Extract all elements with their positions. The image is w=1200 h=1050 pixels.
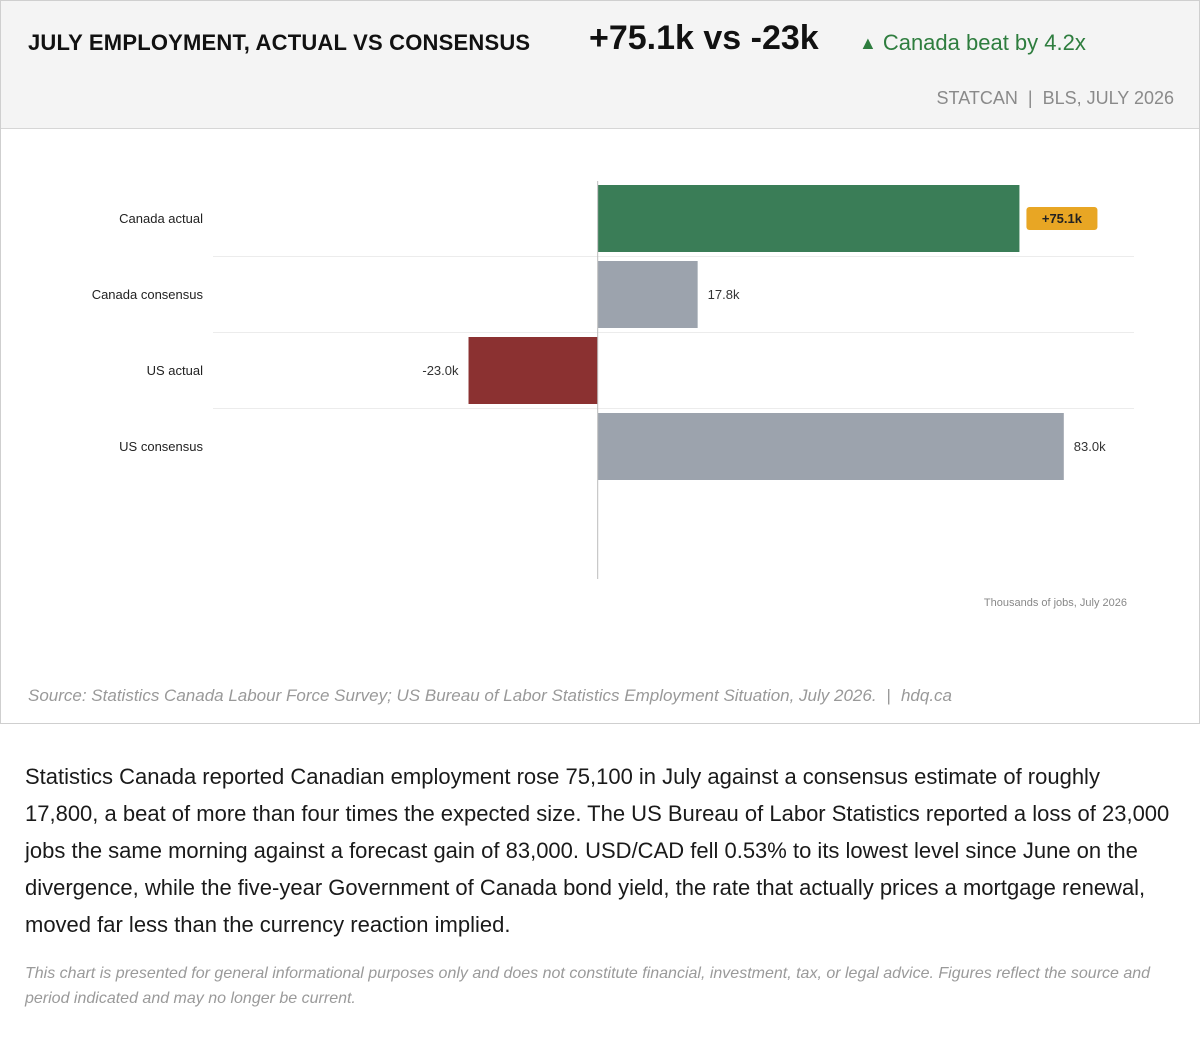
value-label: 17.8k bbox=[708, 287, 740, 302]
chart-title: JULY EMPLOYMENT, ACTUAL VS CONSENSUS bbox=[28, 30, 531, 55]
beat-text: Canada beat by 4.2x bbox=[882, 30, 1086, 55]
source-separator: | bbox=[1027, 88, 1033, 108]
disclaimer: This chart is presented for general info… bbox=[25, 965, 1151, 1007]
value-label: +75.1k bbox=[1042, 211, 1083, 226]
site-name: hdq.ca bbox=[900, 686, 953, 705]
category-label: US consensus bbox=[119, 439, 203, 454]
source-statcan: STATCAN bbox=[936, 88, 1018, 108]
value-label: -23.0k bbox=[422, 363, 459, 378]
value-label: 83.0k bbox=[1074, 439, 1106, 454]
category-label: US actual bbox=[147, 363, 203, 378]
category-label: Canada actual bbox=[119, 211, 203, 226]
source-bls: BLS, JULY 2026 bbox=[1042, 88, 1174, 108]
header-sources: STATCAN | BLS, JULY 2026 bbox=[937, 88, 1174, 109]
bar-us-consensus bbox=[597, 413, 1064, 480]
bar-canada-actual bbox=[597, 185, 1020, 252]
headline-figure: +75.1k vs -23k bbox=[589, 19, 819, 57]
footer-separator: | bbox=[886, 686, 891, 705]
bar-chart: Canada actual +75.1k Canada consensus 17.8k… bbox=[92, 181, 1134, 609]
unit-note: Thousands of jobs, July 2026 bbox=[984, 597, 1127, 609]
chart-card: JULY EMPLOYMENT, ACTUAL VS CONSENSUS +75… bbox=[0, 0, 1200, 724]
article-body: Statistics Canada reported Canadian empl… bbox=[25, 764, 1170, 937]
bar-canada-consensus bbox=[597, 261, 698, 328]
source-text: Source: Statistics Canada Labour Force S… bbox=[28, 686, 877, 705]
value-badge bbox=[1026, 207, 1098, 230]
source-footer: Source: Statistics Canada Labour Force S… bbox=[28, 686, 952, 706]
chart-header: JULY EMPLOYMENT, ACTUAL VS CONSENSUS +75… bbox=[1, 1, 1199, 129]
up-triangle-icon: ▲ bbox=[859, 33, 877, 53]
beat-indicator: ▲ Canada beat by 4.2x bbox=[859, 30, 1086, 56]
bar-us-actual bbox=[468, 337, 598, 404]
category-label: Canada consensus bbox=[92, 287, 204, 302]
